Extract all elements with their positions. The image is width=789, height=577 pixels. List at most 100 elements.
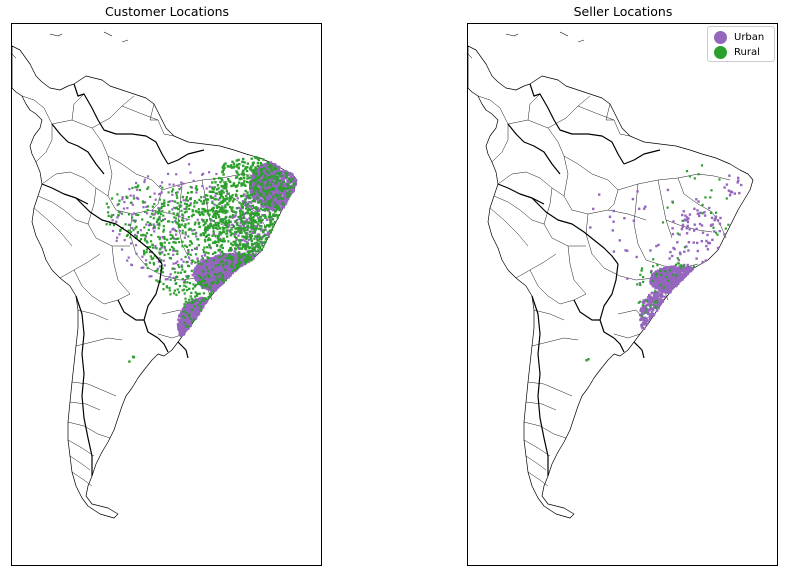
location-marker	[222, 221, 225, 224]
location-marker	[112, 213, 115, 217]
location-marker	[174, 282, 177, 285]
location-marker	[228, 265, 231, 269]
location-marker	[188, 282, 191, 285]
location-marker	[274, 208, 277, 211]
location-marker	[198, 280, 201, 283]
location-marker	[271, 170, 274, 174]
location-marker	[188, 304, 191, 307]
location-marker	[260, 204, 263, 207]
location-marker	[152, 223, 155, 226]
location-marker	[203, 233, 206, 237]
location-marker	[183, 207, 186, 211]
location-marker	[194, 232, 197, 235]
location-marker	[235, 159, 238, 162]
location-marker	[256, 211, 259, 214]
location-marker	[208, 277, 212, 280]
location-marker	[215, 271, 219, 274]
location-marker	[714, 215, 718, 218]
location-marker	[184, 223, 187, 226]
location-marker	[253, 227, 256, 231]
location-marker	[175, 221, 178, 224]
location-marker	[193, 202, 196, 205]
location-marker	[181, 289, 184, 292]
location-marker	[247, 225, 250, 228]
country-border	[41, 183, 89, 205]
location-marker	[240, 230, 243, 233]
location-marker	[131, 213, 134, 216]
location-marker	[204, 263, 208, 266]
location-marker	[217, 198, 220, 201]
location-marker	[168, 286, 171, 289]
location-marker	[134, 233, 137, 236]
location-marker	[173, 216, 176, 219]
location-marker	[163, 235, 166, 239]
location-marker	[641, 321, 645, 325]
location-marker	[251, 177, 254, 181]
location-marker	[194, 253, 198, 256]
location-marker	[172, 188, 175, 191]
location-marker	[653, 282, 656, 285]
location-marker	[230, 256, 234, 259]
location-marker	[246, 256, 249, 259]
location-marker	[250, 207, 254, 211]
location-marker	[185, 318, 189, 322]
location-marker	[257, 233, 260, 237]
location-marker	[198, 210, 201, 213]
location-marker	[289, 180, 293, 183]
location-marker	[201, 283, 204, 286]
location-marker	[273, 205, 277, 208]
location-marker	[228, 165, 231, 168]
location-marker	[228, 268, 231, 271]
location-marker	[227, 192, 230, 195]
location-marker	[219, 245, 222, 248]
location-marker	[259, 171, 263, 174]
location-marker	[182, 317, 185, 321]
location-marker	[155, 279, 158, 282]
location-marker	[274, 213, 278, 217]
location-marker	[231, 210, 235, 213]
location-marker	[179, 271, 183, 274]
location-marker	[243, 201, 247, 204]
location-marker	[238, 242, 241, 245]
location-marker	[266, 182, 270, 186]
region-border	[37, 195, 89, 225]
location-marker	[211, 196, 215, 199]
location-marker	[194, 275, 198, 278]
location-marker	[224, 253, 228, 256]
location-marker	[248, 257, 252, 261]
location-marker	[203, 273, 206, 277]
location-marker	[249, 183, 252, 187]
location-marker	[155, 220, 158, 224]
location-marker	[269, 221, 272, 224]
location-marker	[209, 195, 212, 198]
location-marker	[218, 277, 221, 280]
location-marker	[660, 270, 663, 274]
location-marker	[163, 199, 166, 202]
location-marker	[239, 231, 242, 234]
location-marker	[268, 229, 271, 232]
location-marker	[230, 166, 233, 169]
location-marker	[230, 242, 233, 245]
location-marker	[227, 257, 230, 260]
location-marker	[223, 277, 226, 281]
location-marker	[206, 258, 209, 261]
location-marker	[258, 235, 261, 238]
location-marker	[262, 234, 265, 238]
location-marker	[136, 185, 139, 188]
region-border	[497, 171, 565, 197]
location-marker	[240, 182, 243, 185]
location-marker	[228, 197, 232, 200]
location-marker	[243, 180, 246, 183]
location-marker	[245, 255, 248, 258]
location-marker	[667, 272, 670, 275]
location-marker	[221, 205, 224, 208]
location-marker	[220, 177, 223, 180]
location-marker	[651, 313, 655, 317]
location-marker	[231, 253, 235, 256]
location-marker	[240, 238, 243, 242]
location-marker	[172, 227, 175, 230]
location-marker	[200, 233, 203, 237]
location-marker	[276, 180, 280, 184]
location-marker	[253, 178, 256, 181]
location-marker	[277, 168, 281, 171]
